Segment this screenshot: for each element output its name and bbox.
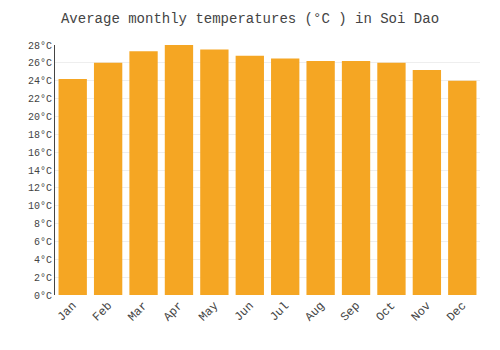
- svg-text:28°C: 28°C: [28, 41, 52, 52]
- svg-text:Oct: Oct: [373, 299, 398, 324]
- svg-text:14°C: 14°C: [28, 166, 52, 177]
- svg-text:May: May: [196, 299, 221, 324]
- svg-text:8°C: 8°C: [34, 219, 52, 230]
- svg-text:Mar: Mar: [125, 299, 150, 324]
- svg-text:12°C: 12°C: [28, 183, 52, 194]
- svg-text:Dec: Dec: [444, 299, 469, 324]
- svg-text:Aug: Aug: [303, 299, 328, 324]
- svg-text:Jun: Jun: [232, 299, 257, 324]
- svg-text:16°C: 16°C: [28, 148, 52, 159]
- svg-text:Jul: Jul: [267, 299, 292, 324]
- svg-text:Sep: Sep: [338, 299, 363, 324]
- svg-text:26°C: 26°C: [28, 58, 52, 69]
- svg-text:Average monthly temperatures (: Average monthly temperatures (°C ) in So…: [61, 11, 439, 27]
- svg-text:Jan: Jan: [55, 299, 80, 324]
- svg-text:Feb: Feb: [90, 299, 115, 324]
- svg-text:18°C: 18°C: [28, 130, 52, 141]
- svg-text:4°C: 4°C: [34, 255, 52, 266]
- svg-text:Apr: Apr: [161, 299, 186, 324]
- svg-text:22°C: 22°C: [28, 94, 52, 105]
- svg-text:10°C: 10°C: [28, 201, 52, 212]
- svg-text:24°C: 24°C: [28, 76, 52, 87]
- svg-text:6°C: 6°C: [34, 237, 52, 248]
- svg-text:2°C: 2°C: [34, 273, 52, 284]
- svg-text:Nov: Nov: [409, 299, 434, 324]
- svg-text:0°C: 0°C: [34, 291, 52, 302]
- svg-text:20°C: 20°C: [28, 112, 52, 123]
